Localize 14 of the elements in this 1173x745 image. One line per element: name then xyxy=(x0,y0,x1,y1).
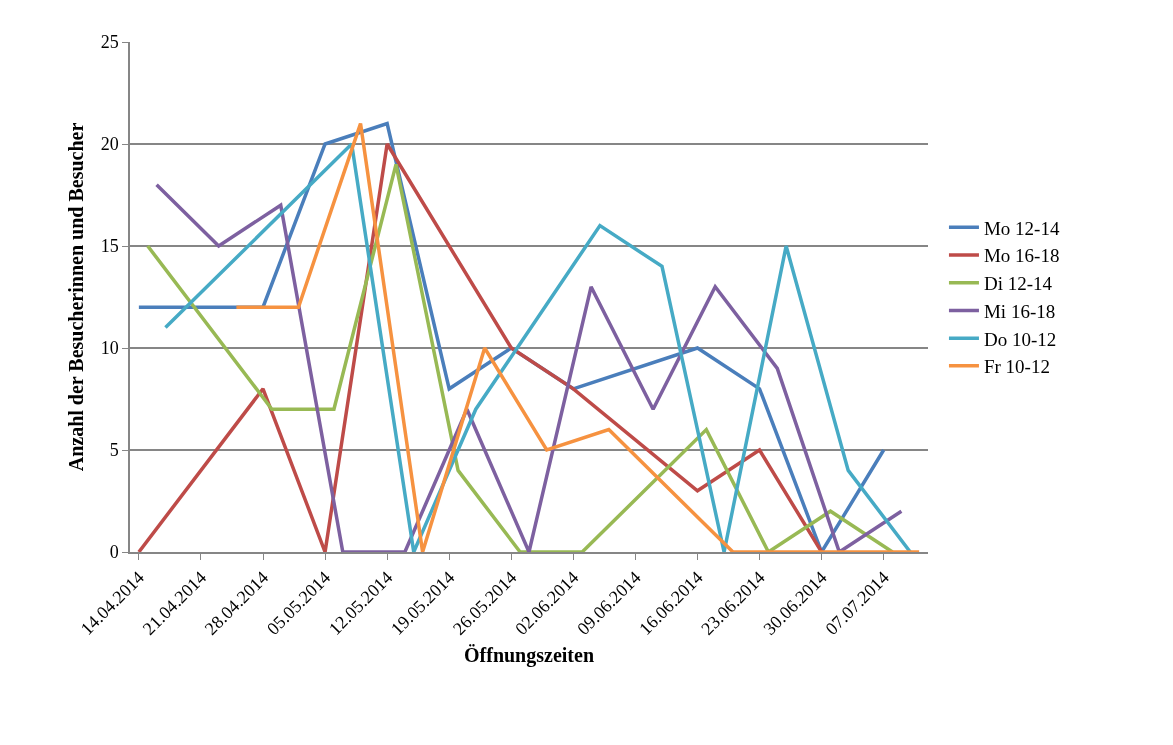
y-tick-label: 5 xyxy=(109,440,119,461)
y-tick-label: 15 xyxy=(100,236,119,257)
legend-label: Di 12-14 xyxy=(983,273,1053,295)
y-tick-label: 10 xyxy=(100,338,119,359)
y-tick-label: 25 xyxy=(100,32,119,53)
x-axis-title: Öffnungszeiten xyxy=(464,643,594,667)
legend-label: Fr 10-12 xyxy=(983,356,1050,378)
legend-label: Mo 16-18 xyxy=(983,245,1060,267)
y-tick-label: 20 xyxy=(100,134,119,155)
legend-label: Do 10-12 xyxy=(983,328,1057,350)
y-tick-label: 0 xyxy=(109,542,119,563)
legend-label: Mi 16-18 xyxy=(983,300,1056,322)
legend-label: Mo 12-14 xyxy=(983,217,1060,239)
y-axis-title: Anzahl der Besucherinnen und Besucher xyxy=(64,122,87,472)
